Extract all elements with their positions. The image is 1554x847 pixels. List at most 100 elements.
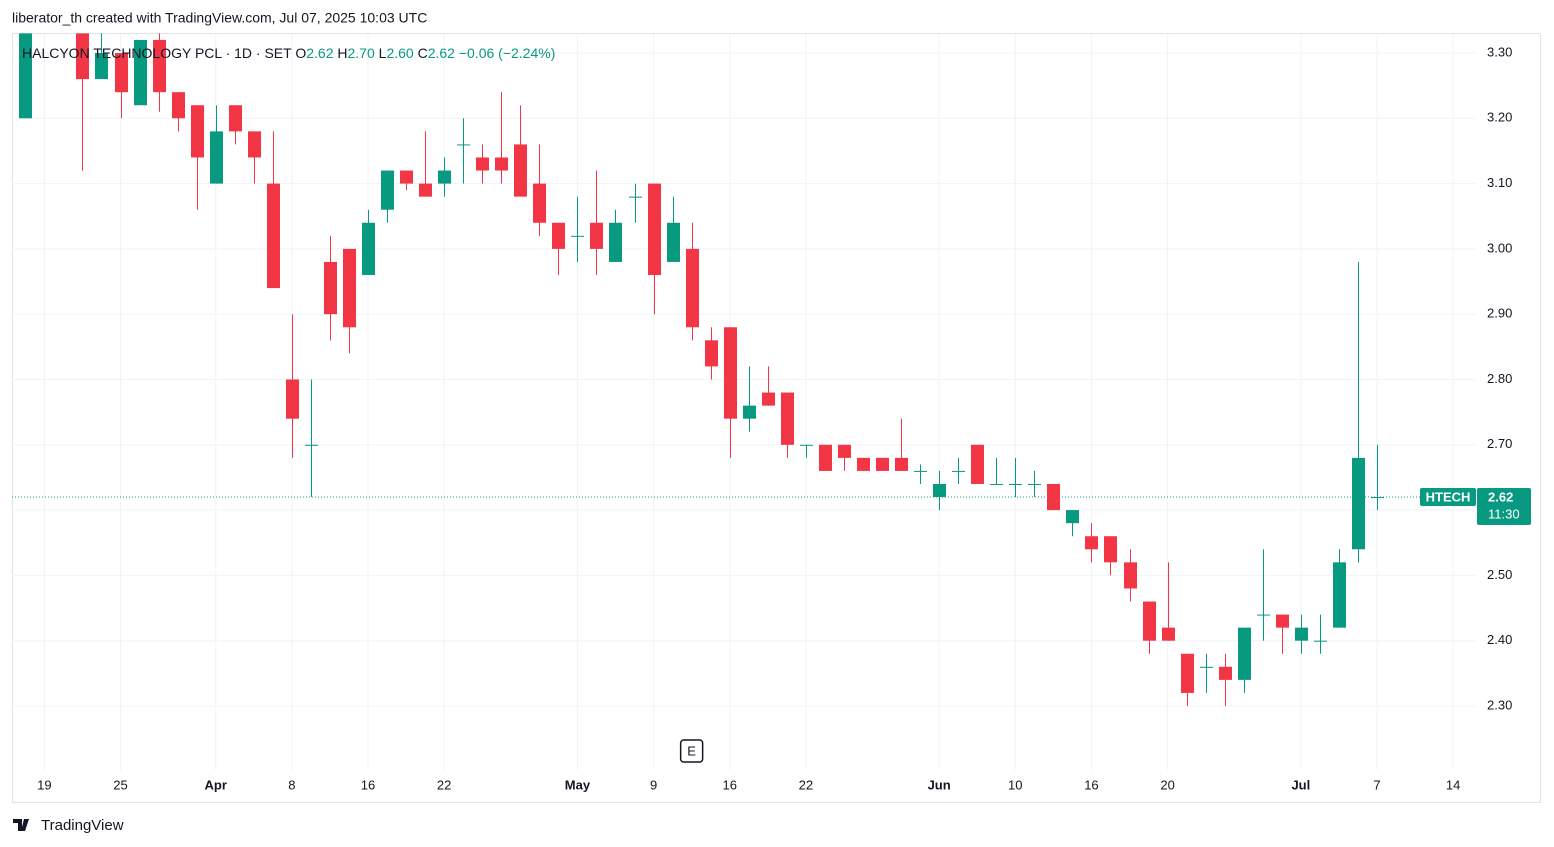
candle-body: [590, 222, 603, 249]
candle-body: [514, 144, 527, 197]
candle-body: [1371, 497, 1384, 499]
candle-body: [914, 470, 927, 472]
candle-body: [971, 444, 984, 484]
candle-body: [1200, 666, 1213, 668]
candle-body: [1162, 627, 1175, 641]
candle-body: [933, 483, 946, 498]
x-tick-label: 7: [1373, 777, 1380, 792]
candle-body: [248, 131, 261, 158]
y-tick-label: 2.50: [1487, 567, 1512, 582]
countdown-label: 11:30: [1488, 506, 1520, 521]
candle-body: [210, 131, 223, 184]
legend-field-value: 2.62: [306, 45, 333, 61]
x-tick-label: Jun: [928, 777, 951, 792]
event-marker[interactable]: [679, 739, 704, 763]
candle-body: [1314, 640, 1327, 642]
candle-body: [457, 144, 470, 146]
candle-body: [629, 196, 642, 198]
candle-body: [1219, 666, 1232, 680]
x-tick-label: 22: [437, 777, 451, 792]
candle-body: [1333, 562, 1346, 628]
candle-body: [495, 157, 508, 171]
x-tick-label: 14: [1446, 777, 1460, 792]
candle-body: [990, 483, 1003, 485]
header: liberator_th created with TradingView.co…: [12, 10, 427, 26]
candle-body: [1066, 510, 1079, 524]
y-tick-label: 2.90: [1487, 306, 1512, 321]
legend-field-label: H: [337, 45, 347, 61]
candle-body: [229, 105, 242, 132]
candle-body: [1238, 627, 1251, 680]
candle-body: [343, 248, 356, 328]
footer: TradingView: [41, 817, 124, 834]
candle-body: [648, 183, 661, 276]
x-tick-label: 10: [1008, 777, 1022, 792]
candle-body: [267, 183, 280, 289]
candle-body: [1276, 614, 1289, 628]
candle-body: [724, 327, 737, 419]
price-tag-label: 2.62: [1488, 489, 1513, 504]
legend: HALCYON TECHNOLOGY PCL · 1D · SET O2.62 …: [22, 45, 555, 61]
candle-body: [895, 457, 908, 471]
candle-body: [134, 39, 147, 106]
candle-body: [533, 183, 546, 223]
candle-body: [191, 105, 204, 158]
legend-field-value: 2.60: [386, 45, 413, 61]
x-tick-label: 19: [37, 777, 51, 792]
candle-body: [419, 183, 432, 197]
frame: [12, 33, 1541, 803]
y-tick-label: 2.40: [1487, 632, 1512, 647]
candle-body: [552, 222, 565, 249]
legend-field-value: 2.62: [428, 45, 455, 61]
candle-body: [1181, 653, 1194, 693]
candle-body: [800, 444, 813, 446]
candle-body: [153, 39, 166, 93]
candle-body: [1124, 562, 1137, 589]
legend-change: −0.06 (−2.24%): [459, 45, 556, 61]
candle-body: [286, 379, 299, 419]
candles: [19, 33, 1384, 706]
candle-body: [743, 405, 756, 419]
candle-body: [324, 261, 337, 315]
candle-body: [762, 392, 775, 406]
legend-field-label: L: [379, 45, 387, 61]
candle-body: [305, 444, 318, 446]
x-tick-label: Jul: [1291, 777, 1310, 792]
candle-body: [1009, 483, 1022, 485]
candle-body: [609, 222, 622, 262]
legend-field-label: C: [418, 45, 428, 61]
x-tick-label: 16: [1084, 777, 1098, 792]
candle-body: [705, 340, 718, 367]
candle-body: [362, 222, 375, 276]
candle-body: [1047, 483, 1060, 511]
x-tick-label: 8: [288, 777, 295, 792]
y-tick-label: 3.20: [1487, 110, 1512, 125]
footer-logo: TradingView: [13, 817, 124, 834]
candle-body: [476, 157, 489, 171]
candle-body: [76, 33, 89, 80]
candle-body: [400, 170, 413, 184]
x-tick-label: 16: [722, 777, 736, 792]
candle-body: [686, 248, 699, 328]
candle-body: [857, 457, 870, 471]
logo-icon: [13, 819, 29, 831]
candle-body: [667, 222, 680, 262]
y-tick-label: 3.30: [1487, 44, 1512, 59]
legend-field-label: O: [295, 45, 306, 61]
candle-body: [1143, 601, 1156, 641]
x-tick-label: May: [565, 777, 591, 792]
candle-body: [1104, 536, 1117, 563]
candle-body: [1028, 483, 1041, 485]
candle-body: [838, 444, 851, 458]
candle-body: [172, 92, 185, 119]
candle-body: [952, 470, 965, 472]
price-tag: [1477, 488, 1531, 526]
candle-body: [1295, 627, 1308, 641]
legend-name: HALCYON TECHNOLOGY PCL · 1D · SET: [22, 45, 292, 61]
x-tick-label: 22: [799, 777, 813, 792]
y-tick-label: 2.70: [1487, 436, 1512, 451]
candle-body: [115, 52, 128, 93]
candle-body: [95, 52, 108, 80]
x-tick-label: Apr: [205, 777, 227, 792]
